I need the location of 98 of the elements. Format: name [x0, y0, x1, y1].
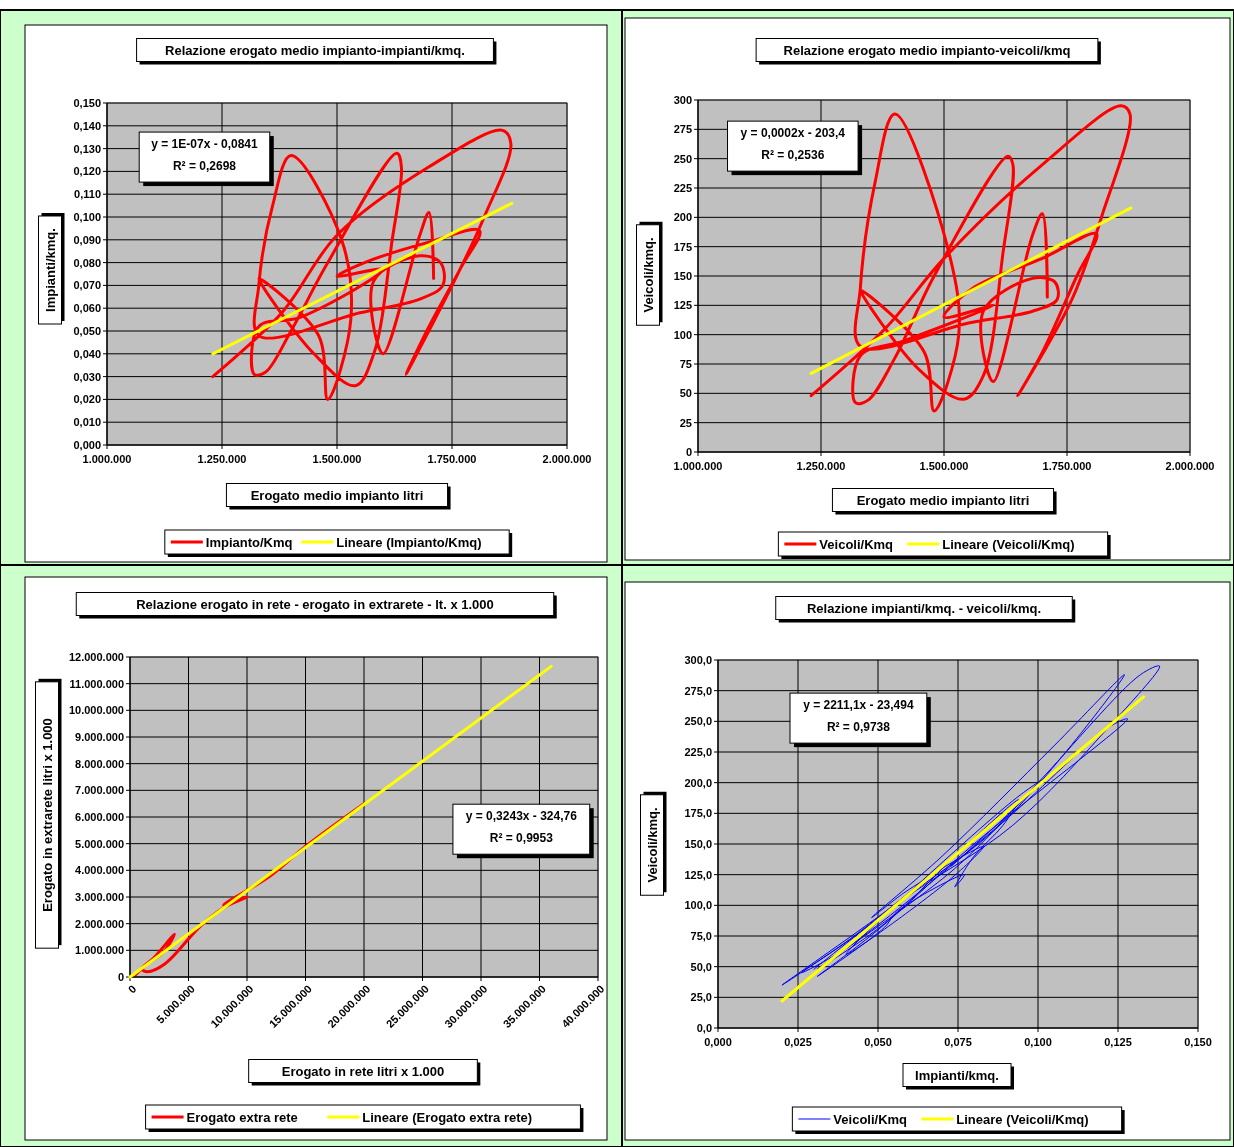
- y-axis-title: Impianti/kmq.: [42, 228, 58, 312]
- y-axis-title: Veicoli/kmq.: [640, 237, 656, 313]
- y-tick-label: 225,0: [684, 746, 712, 758]
- x-tick-label: 0,100: [1024, 1036, 1052, 1048]
- y-tick-label: 3.000.000: [75, 891, 124, 903]
- y-tick-label: 150: [673, 270, 692, 282]
- y-tick-label: 6.000.000: [75, 811, 124, 823]
- x-tick-label: 1.250.000: [197, 453, 247, 465]
- annotation: R² = 0,2536: [761, 148, 825, 163]
- x-tick-label: 1.500.000: [919, 460, 969, 472]
- y-tick-label: 0,050: [73, 325, 101, 337]
- legend-label: Impianto/Kmq: [205, 534, 293, 550]
- y-tick-label: 100: [673, 328, 692, 341]
- legend-label: Veicoli/Kmq: [819, 536, 894, 552]
- chart-title: Relazione erogato in rete - erogato in extrarete - lt. x 1.000: [136, 596, 494, 612]
- annotation: R² = 0,2698: [172, 159, 237, 174]
- x-tick-label: 0,050: [864, 1036, 892, 1048]
- y-tick-label: 275,0: [684, 684, 712, 697]
- y-tick-label: 0,0: [696, 1022, 712, 1034]
- legend-label: Lineare (Veicoli/Kmq): [956, 1111, 1089, 1127]
- legend-label: Lineare (Impianto/Kmq): [336, 534, 482, 550]
- y-tick-label: 0,020: [73, 393, 101, 406]
- y-tick-label: 11.000.000: [69, 677, 124, 690]
- y-tick-label: 2.000.000: [75, 917, 124, 930]
- y-tick-label: 250: [673, 152, 692, 165]
- y-tick-label: 9.000.000: [75, 731, 124, 743]
- y-tick-label: 175: [673, 240, 692, 253]
- annotation: y = 0,3243x - 324,76: [465, 809, 578, 824]
- y-tick-label: 25,0: [690, 991, 712, 1004]
- annotation: R² = 0,9953: [489, 831, 554, 846]
- y-tick-label: 0,140: [73, 119, 101, 132]
- x-axis-title: Impianti/kmq.: [915, 1067, 999, 1083]
- y-tick-label: 125,0: [684, 868, 712, 881]
- x-tick-label: 1.500.000: [312, 453, 362, 465]
- y-tick-label: 0,000: [73, 439, 101, 451]
- x-tick-label: 1.750.000: [1042, 460, 1092, 472]
- y-tick-label: 200: [673, 211, 692, 224]
- x-axis-title: Erogato medio impianto litri: [250, 487, 424, 503]
- y-tick-label: 75: [679, 358, 692, 370]
- legend-label: Lineare (Veicoli/Kmq): [942, 536, 1075, 552]
- y-tick-label: 225: [673, 182, 692, 194]
- y-tick-label: 0,070: [73, 279, 101, 292]
- y-tick-label: 0,080: [73, 256, 101, 269]
- annotation: y = 2211,1x - 23,494: [803, 698, 914, 713]
- y-tick-label: 0,030: [73, 370, 101, 383]
- x-tick-label: 1.250.000: [796, 460, 846, 472]
- y-tick-label: 5.000.000: [75, 837, 124, 850]
- y-tick-label: 10.000.000: [68, 704, 124, 717]
- annotation: R² = 0,9738: [826, 720, 891, 735]
- y-tick-label: 0: [117, 971, 124, 983]
- y-tick-label: 0,130: [73, 142, 101, 155]
- x-tick-label: 0,025: [784, 1036, 812, 1048]
- legend-label: Veicoli/Kmq: [833, 1111, 908, 1127]
- x-tick-label: 0,125: [1104, 1036, 1132, 1048]
- x-tick-label: 2.000.000: [1165, 460, 1215, 472]
- y-tick-label: 150,0: [684, 838, 712, 850]
- y-tick-label: 0,040: [73, 347, 101, 360]
- y-tick-label: 250,0: [684, 715, 712, 728]
- y-tick-label: 0,090: [73, 233, 101, 246]
- y-axis-title: Veicoli/kmq.: [644, 807, 660, 883]
- y-tick-label: 200,0: [684, 776, 712, 789]
- y-tick-label: 4.000.000: [75, 864, 124, 877]
- y-tick-label: 175,0: [684, 807, 712, 820]
- chart-title: Relazione erogato medio impianto-veicoli/kmq: [783, 42, 1071, 58]
- x-axis-title: Erogato in rete litri x 1.000: [281, 1063, 445, 1079]
- legend-label: Erogato extra rete: [186, 1109, 298, 1125]
- y-tick-label: 8.000.000: [75, 757, 124, 770]
- y-tick-label: 0,110: [74, 188, 101, 201]
- y-tick-label: 0,150: [73, 97, 101, 109]
- y-tick-label: 275: [673, 123, 692, 136]
- y-tick-label: 300: [673, 94, 692, 106]
- x-axis-title: Erogato medio impianto litri: [856, 492, 1030, 508]
- annotation: y = 0,0002x - 203,4: [740, 126, 846, 141]
- y-tick-label: 50,0: [690, 960, 712, 973]
- y-tick-label: 25: [679, 416, 692, 429]
- chart-title: Relazione impianti/kmq. - veicoli/kmq.: [806, 600, 1042, 616]
- y-tick-label: 0,120: [73, 165, 101, 178]
- y-tick-label: 125: [673, 299, 692, 312]
- y-tick-label: 75,0: [690, 930, 712, 942]
- y-tick-label: 0,010: [73, 416, 101, 429]
- x-tick-label: 0,000: [704, 1036, 732, 1048]
- y-tick-label: 50: [679, 387, 692, 400]
- y-tick-label: 0,060: [73, 302, 101, 315]
- y-tick-label: 7.000.000: [75, 784, 124, 797]
- y-tick-label: 1.000.000: [75, 944, 124, 957]
- y-tick-label: 300,0: [684, 654, 712, 666]
- x-tick-label: 0,150: [1184, 1036, 1212, 1048]
- x-tick-label: 0: [125, 982, 139, 996]
- y-tick-label: 0,100: [73, 211, 101, 223]
- y-tick-label: 100,0: [684, 899, 712, 912]
- y-tick-label: 12.000.000: [68, 651, 124, 663]
- y-axis-title: Erogato in extrarete litri x 1.000: [39, 718, 55, 912]
- x-tick-label: 1.750.000: [427, 453, 477, 465]
- chart-title: Relazione erogato medio impianto-impianti/kmq.: [165, 42, 465, 58]
- legend-label: Lineare (Erogato extra rete): [362, 1109, 533, 1125]
- annotation: y = 1E-07x - 0,0841: [151, 137, 259, 152]
- x-tick-label: 2.000.000: [542, 453, 592, 465]
- x-tick-label: 0,075: [944, 1036, 972, 1048]
